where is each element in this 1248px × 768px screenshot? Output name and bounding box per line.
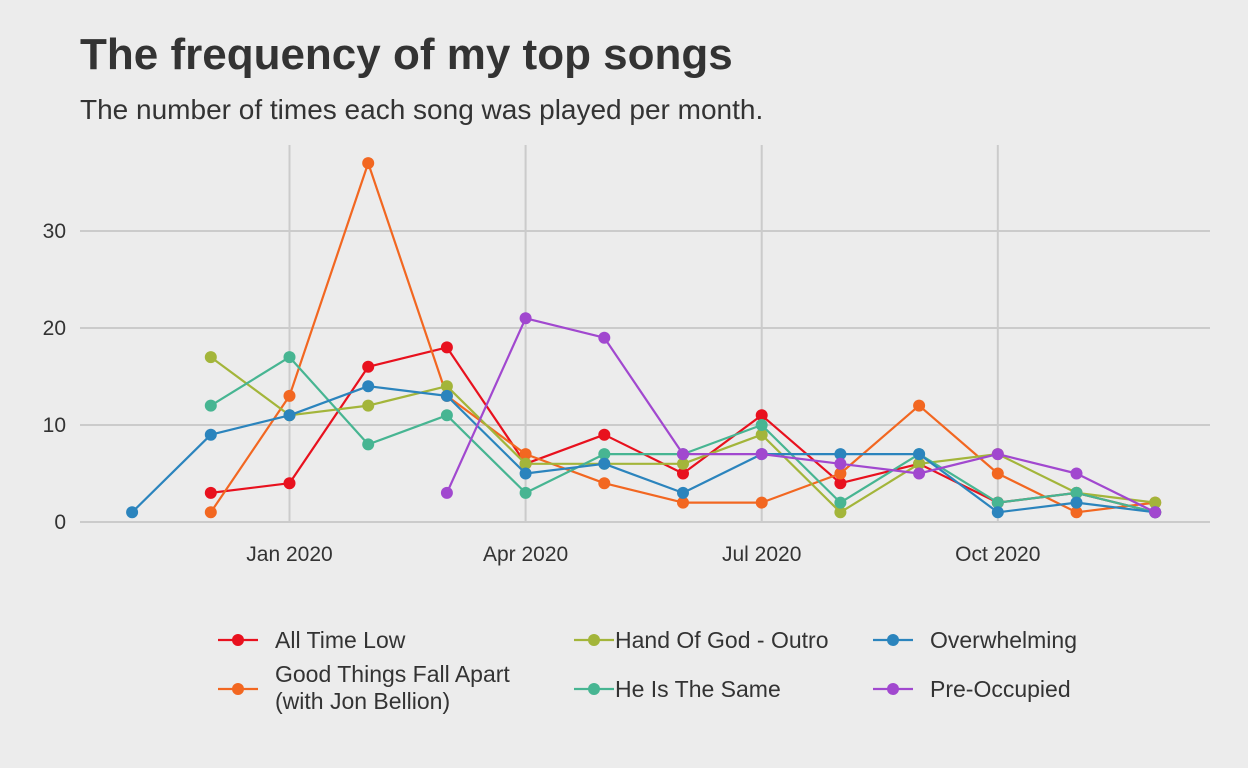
data-point-all-time-low bbox=[204, 486, 217, 499]
data-point-good-things-fall-apart-with-jon-bellion bbox=[677, 496, 689, 509]
data-point-overwhelming bbox=[204, 428, 217, 441]
data-point-all-time-low bbox=[755, 409, 768, 422]
data-point-pre-occupied bbox=[598, 331, 611, 344]
data-point-overwhelming bbox=[677, 486, 689, 499]
data-point-hand-of-god-outro bbox=[834, 506, 847, 519]
data-point-all-time-low bbox=[440, 341, 453, 354]
data-point-pre-occupied bbox=[1149, 506, 1162, 519]
legend-label-all-time-low: All Time Low bbox=[275, 627, 406, 653]
data-point-he-is-the-same bbox=[991, 496, 1004, 509]
legend-key-point-he-is-the-same bbox=[588, 683, 600, 695]
data-point-overwhelming bbox=[440, 389, 453, 402]
data-point-he-is-the-same bbox=[598, 448, 611, 461]
legend-label-overwhelming: Overwhelming bbox=[930, 627, 1077, 653]
data-point-hand-of-god-outro bbox=[1149, 496, 1162, 509]
y-tick-label: 10 bbox=[43, 414, 66, 437]
data-point-he-is-the-same bbox=[204, 399, 217, 412]
data-point-all-time-low bbox=[677, 467, 689, 480]
data-point-hand-of-god-outro bbox=[204, 351, 217, 364]
data-point-he-is-the-same bbox=[440, 409, 453, 422]
data-point-overwhelming bbox=[598, 457, 611, 470]
data-point-good-things-fall-apart-with-jon-bellion bbox=[1070, 506, 1083, 519]
data-point-hand-of-god-outro bbox=[755, 428, 768, 441]
data-point-hand-of-god-outro bbox=[677, 457, 689, 470]
x-tick-label: Jan 2020 bbox=[246, 543, 332, 566]
chart-subtitle: The number of times each song was played… bbox=[80, 94, 764, 125]
legend-key-point-good-things-fall-apart-with-jon-bellion bbox=[232, 683, 244, 695]
x-tick-label: Oct 2020 bbox=[955, 543, 1040, 566]
data-point-good-things-fall-apart-with-jon-bellion bbox=[598, 477, 611, 490]
data-point-pre-occupied bbox=[677, 448, 689, 461]
data-point-pre-occupied bbox=[519, 312, 532, 325]
chart-title: The frequency of my top songs bbox=[80, 30, 733, 79]
data-point-good-things-fall-apart-with-jon-bellion bbox=[362, 157, 375, 170]
data-point-overwhelming bbox=[283, 409, 296, 422]
data-point-hand-of-god-outro bbox=[440, 380, 453, 393]
legend-label-hand-of-god-outro: Hand Of God - Outro bbox=[615, 627, 828, 653]
legend-key-point-all-time-low bbox=[232, 634, 244, 646]
legend-key-point-pre-occupied bbox=[887, 683, 899, 695]
data-point-hand-of-god-outro bbox=[913, 457, 926, 470]
data-point-he-is-the-same bbox=[519, 486, 532, 499]
data-point-good-things-fall-apart-with-jon-bellion bbox=[834, 467, 847, 480]
data-point-pre-occupied bbox=[1070, 467, 1083, 480]
data-point-pre-occupied bbox=[991, 448, 1004, 461]
data-point-he-is-the-same bbox=[362, 438, 375, 451]
data-point-overwhelming bbox=[1070, 496, 1083, 509]
data-point-pre-occupied bbox=[440, 486, 453, 499]
data-point-hand-of-god-outro bbox=[362, 399, 375, 412]
data-point-good-things-fall-apart-with-jon-bellion bbox=[755, 496, 768, 509]
x-tick-label: Jul 2020 bbox=[722, 543, 801, 566]
data-point-overwhelming bbox=[362, 380, 375, 393]
data-point-overwhelming bbox=[834, 448, 847, 461]
data-point-all-time-low bbox=[283, 477, 296, 490]
data-point-overwhelming bbox=[126, 506, 139, 519]
data-point-all-time-low bbox=[362, 360, 375, 373]
data-point-he-is-the-same bbox=[755, 419, 768, 431]
legend-key-point-hand-of-god-outro bbox=[588, 634, 600, 646]
data-point-good-things-fall-apart-with-jon-bellion bbox=[283, 389, 296, 402]
y-tick-label: 0 bbox=[54, 511, 66, 534]
y-tick-label: 30 bbox=[43, 220, 66, 243]
data-point-good-things-fall-apart-with-jon-bellion bbox=[913, 399, 926, 412]
data-point-all-time-low bbox=[834, 477, 847, 490]
data-point-pre-occupied bbox=[913, 467, 926, 480]
data-point-he-is-the-same bbox=[834, 496, 847, 509]
data-point-good-things-fall-apart-with-jon-bellion bbox=[204, 506, 217, 519]
y-tick-label: 20 bbox=[43, 317, 66, 340]
series-line-pre-occupied bbox=[445, 317, 1156, 514]
legend-label-he-is-the-same: He Is The Same bbox=[615, 676, 781, 702]
data-point-all-time-low bbox=[598, 428, 611, 441]
data-point-overwhelming bbox=[519, 467, 532, 480]
data-point-hand-of-god-outro bbox=[519, 457, 532, 470]
data-point-he-is-the-same bbox=[283, 351, 296, 364]
legend-label-pre-occupied: Pre-Occupied bbox=[930, 676, 1071, 702]
x-tick-label: Apr 2020 bbox=[483, 543, 568, 566]
legend-key-point-overwhelming bbox=[887, 634, 899, 646]
series-line-overwhelming bbox=[131, 385, 1156, 514]
data-point-good-things-fall-apart-with-jon-bellion bbox=[519, 448, 532, 461]
data-point-he-is-the-same bbox=[1070, 486, 1083, 499]
data-point-overwhelming bbox=[991, 506, 1004, 519]
data-point-good-things-fall-apart-with-jon-bellion bbox=[991, 467, 1004, 480]
data-point-pre-occupied bbox=[755, 448, 768, 461]
legend-label-good-things-fall-apart-with-jon-bellion: Good Things Fall Apart (with Jon Bellion) bbox=[275, 661, 510, 714]
data-point-overwhelming bbox=[913, 448, 926, 461]
data-point-pre-occupied bbox=[834, 457, 847, 470]
